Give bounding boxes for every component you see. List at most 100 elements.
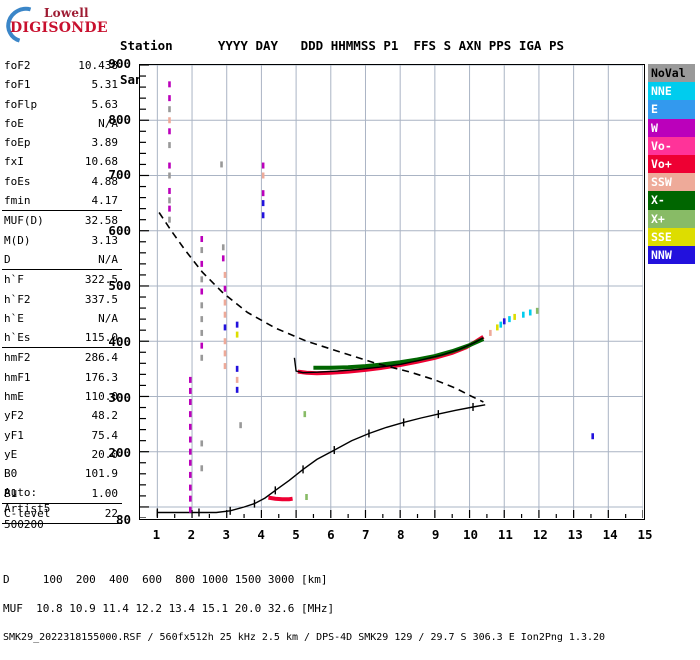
param-value: 75.4 — [91, 428, 119, 442]
echo-point — [499, 321, 503, 328]
echo-point — [303, 411, 307, 418]
x-axis-tick-9: 9 — [431, 527, 440, 542]
echo-point — [220, 161, 223, 168]
y-axis-tick-800: 800 — [108, 111, 131, 127]
x-axis-tick-3: 3 — [222, 527, 230, 542]
param-separator — [2, 210, 122, 212]
legend-item-vo[interactable]: Vo- — [648, 136, 695, 155]
x-axis-tick-15: 15 — [637, 527, 653, 542]
echo-point — [591, 433, 594, 440]
echo-point — [261, 162, 265, 169]
echo-point — [200, 247, 204, 254]
param-value: 337.5 — [84, 292, 118, 306]
param-separator — [2, 523, 122, 525]
echo-point — [508, 316, 511, 323]
echo-point — [200, 288, 204, 295]
param-key: foF2 — [4, 59, 31, 72]
echo-point — [223, 338, 227, 345]
echo-point — [168, 117, 171, 124]
auto-code: 500200 — [4, 518, 44, 531]
echo-point — [189, 459, 192, 466]
echo-point — [189, 376, 192, 383]
echo-point — [189, 411, 192, 418]
legend-item-nnw[interactable]: NNW — [648, 245, 695, 265]
echo-point — [261, 212, 265, 219]
echo-point — [200, 329, 204, 336]
echo-point — [168, 172, 171, 179]
echo-point — [200, 302, 204, 309]
param-row-foflp: foFlp 5.63 — [2, 95, 122, 114]
echo-point — [189, 471, 192, 478]
footer-info: D 100 200 400 600 800 1000 1500 3000 [km… — [3, 558, 605, 660]
legend-item-x[interactable]: X- — [648, 191, 695, 210]
echo-point — [168, 95, 171, 102]
param-value: 101.9 — [84, 467, 118, 481]
x-axis-tick-7: 7 — [362, 527, 370, 542]
param-row-fmin: fmin 4.17 — [2, 191, 122, 210]
legend-item-noval[interactable]: NoVal — [648, 64, 695, 83]
param-key: yF1 — [4, 428, 24, 442]
param-key: hmF2 — [4, 351, 31, 365]
lowell-digisonde-logo: Lowell DIGISONDE — [0, 0, 112, 50]
x-axis-tick-8: 8 — [396, 527, 405, 542]
legend-item-nne[interactable]: NNE — [648, 82, 695, 101]
echo-point — [189, 423, 192, 430]
legend-item-sse[interactable]: SSE — [648, 227, 695, 246]
param-key: h`Es — [4, 331, 31, 345]
echo-point — [223, 324, 227, 331]
auto-scaling-info: Auto: Artist5 500200 — [4, 485, 50, 533]
legend-item-w[interactable]: W — [648, 118, 695, 137]
param-value: 48.2 — [91, 409, 119, 423]
echo-point — [200, 465, 204, 472]
param-row-fxi: fxI 10.68 — [2, 152, 122, 171]
echo-point — [200, 354, 204, 361]
echo-point — [235, 365, 239, 372]
legend-item-vo[interactable]: Vo+ — [648, 154, 695, 174]
param-value: 322.5 — [84, 273, 118, 287]
param-value: 5.63 — [91, 97, 119, 111]
echo-point — [235, 331, 239, 338]
echo-point — [200, 276, 204, 283]
param-value: 115.0 — [84, 331, 118, 345]
footer-muf-row: MUF 10.8 10.9 11.4 12.2 13.4 15.1 20.0 3… — [3, 601, 335, 615]
param-separator — [2, 502, 122, 504]
param-row-b1: B1 1.00 — [2, 484, 122, 503]
param-row-fof2: foF2 10.438 — [2, 56, 122, 75]
echo-point — [528, 309, 532, 316]
echo-point — [261, 172, 265, 179]
echo-point — [200, 316, 204, 323]
ionogram-plot[interactable] — [139, 64, 645, 520]
legend-item-e[interactable]: E — [648, 100, 695, 119]
x-axis-tick-4: 4 — [257, 527, 265, 542]
legend-item-ssw[interactable]: SSW — [648, 173, 695, 192]
echo-point — [168, 216, 171, 223]
param-row-b0: B0 101.9 — [2, 464, 122, 483]
x-axis-tick-10: 10 — [462, 527, 479, 542]
echo-point — [168, 128, 171, 135]
y-axis-tick-400: 400 — [108, 334, 131, 350]
param-row-ye: yE 20.0 — [2, 445, 122, 464]
legend-item-x[interactable]: X+ — [648, 209, 695, 228]
logo-digisonde-text: DIGISONDE — [10, 20, 108, 36]
echo-point — [223, 363, 227, 370]
param-row-hf2: h`F2 337.5 — [2, 290, 122, 309]
param-key: yE — [4, 447, 18, 461]
param-value: 4.88 — [91, 174, 119, 188]
param-value: 20.0 — [91, 447, 119, 461]
param-key: B1 — [4, 486, 18, 500]
x-axis-tick-12: 12 — [532, 527, 548, 542]
param-value: N/A — [98, 116, 118, 130]
echo-point — [221, 244, 225, 251]
param-value: 10.68 — [84, 155, 118, 169]
echo-point — [239, 422, 242, 429]
param-row-hmf2: hmF2 286.4 — [2, 348, 122, 367]
echo-point — [168, 106, 171, 113]
footer-file-row: SMK29_2022318155000.RSF / 560fx512h 25 k… — [3, 631, 606, 643]
trace-vo--e-trace — [268, 495, 293, 502]
param-row-md: M(D) 3.13 — [2, 231, 122, 250]
echo-point — [235, 376, 239, 383]
trace-x--f-trace — [313, 337, 485, 370]
echo-point — [189, 495, 192, 502]
echo-point — [223, 350, 227, 357]
param-row-foes: foEs 4.88 — [2, 172, 122, 191]
